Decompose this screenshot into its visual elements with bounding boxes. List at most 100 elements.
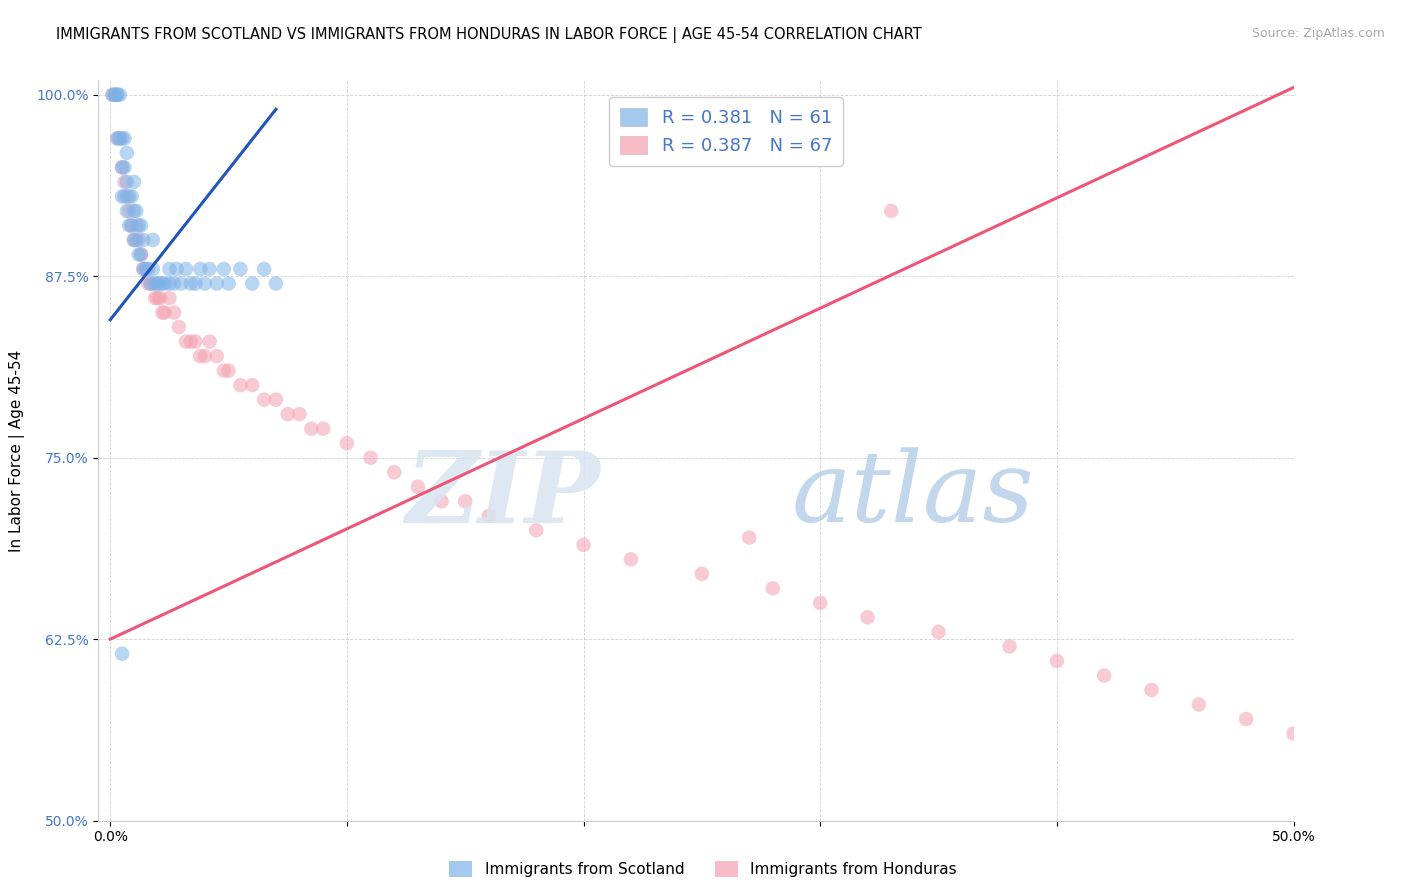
Point — [174, 262, 197, 277]
Point — [157, 291, 180, 305]
Point — [205, 349, 228, 363]
Point — [928, 624, 950, 639]
Point — [253, 392, 276, 407]
Point — [108, 87, 131, 102]
Point — [184, 277, 207, 291]
Point — [166, 262, 188, 277]
Point — [129, 247, 152, 261]
Point — [115, 189, 138, 203]
Point — [229, 262, 252, 277]
Point — [111, 161, 134, 175]
Point — [111, 647, 134, 661]
Point — [880, 203, 903, 218]
Point — [150, 305, 173, 319]
Point — [194, 349, 217, 363]
Point — [1046, 654, 1069, 668]
Point — [122, 203, 145, 218]
Text: ZIP: ZIP — [405, 447, 600, 543]
Point — [128, 219, 150, 233]
Point — [153, 305, 176, 319]
Point — [1234, 712, 1257, 726]
Point — [382, 465, 405, 479]
Point — [170, 277, 193, 291]
Point — [104, 87, 127, 102]
Point — [122, 233, 145, 247]
Point — [142, 233, 165, 247]
Point — [572, 538, 595, 552]
Point — [115, 145, 138, 160]
Point — [194, 277, 217, 291]
Point — [132, 233, 155, 247]
Point — [105, 87, 128, 102]
Point — [135, 262, 157, 277]
Y-axis label: In Labor Force | Age 45-54: In Labor Force | Age 45-54 — [8, 350, 25, 551]
Point — [111, 189, 134, 203]
Point — [163, 305, 186, 319]
Point — [288, 407, 311, 421]
Point — [212, 262, 235, 277]
Point — [105, 131, 128, 145]
Point — [146, 277, 169, 291]
Point — [135, 262, 157, 277]
Point — [128, 233, 150, 247]
Point — [1140, 683, 1163, 698]
Point — [114, 161, 136, 175]
Point — [174, 334, 197, 349]
Point — [104, 87, 127, 102]
Point — [1282, 726, 1305, 740]
Point — [157, 262, 180, 277]
Point — [129, 247, 152, 261]
Point — [108, 131, 131, 145]
Point — [264, 277, 287, 291]
Point — [188, 262, 211, 277]
Point — [218, 277, 240, 291]
Point — [229, 378, 252, 392]
Point — [157, 277, 180, 291]
Point — [184, 334, 207, 349]
Point — [105, 131, 128, 145]
Point — [132, 262, 155, 277]
Point — [115, 175, 138, 189]
Point — [114, 131, 136, 145]
Point — [218, 363, 240, 377]
Point — [143, 277, 166, 291]
Point — [149, 291, 172, 305]
Point — [180, 334, 202, 349]
Text: atlas: atlas — [792, 447, 1035, 542]
Point — [122, 175, 145, 189]
Point — [121, 189, 143, 203]
Point — [264, 392, 287, 407]
Point — [115, 203, 138, 218]
Legend: Immigrants from Scotland, Immigrants from Honduras: Immigrants from Scotland, Immigrants fro… — [443, 855, 963, 883]
Point — [180, 277, 202, 291]
Point — [212, 363, 235, 377]
Point — [132, 262, 155, 277]
Point — [121, 219, 143, 233]
Point — [198, 262, 221, 277]
Point — [125, 203, 148, 218]
Point — [299, 422, 322, 436]
Point — [524, 524, 547, 538]
Legend: R = 0.381   N = 61, R = 0.387   N = 67: R = 0.381 N = 61, R = 0.387 N = 67 — [609, 96, 844, 166]
Point — [1188, 698, 1211, 712]
Point — [738, 531, 761, 545]
Text: Source: ZipAtlas.com: Source: ZipAtlas.com — [1251, 27, 1385, 40]
Point — [125, 233, 148, 247]
Point — [998, 640, 1021, 654]
Point — [114, 175, 136, 189]
Point — [336, 436, 359, 450]
Point — [128, 247, 150, 261]
Point — [146, 291, 169, 305]
Point — [478, 508, 501, 523]
Text: IMMIGRANTS FROM SCOTLAND VS IMMIGRANTS FROM HONDURAS IN LABOR FORCE | AGE 45-54 : IMMIGRANTS FROM SCOTLAND VS IMMIGRANTS F… — [56, 27, 922, 43]
Point — [205, 277, 228, 291]
Point — [111, 161, 134, 175]
Point — [125, 219, 148, 233]
Point — [118, 203, 141, 218]
Point — [139, 277, 162, 291]
Point — [142, 262, 165, 277]
Point — [188, 349, 211, 363]
Point — [111, 131, 134, 145]
Point — [360, 450, 382, 465]
Point — [253, 262, 276, 277]
